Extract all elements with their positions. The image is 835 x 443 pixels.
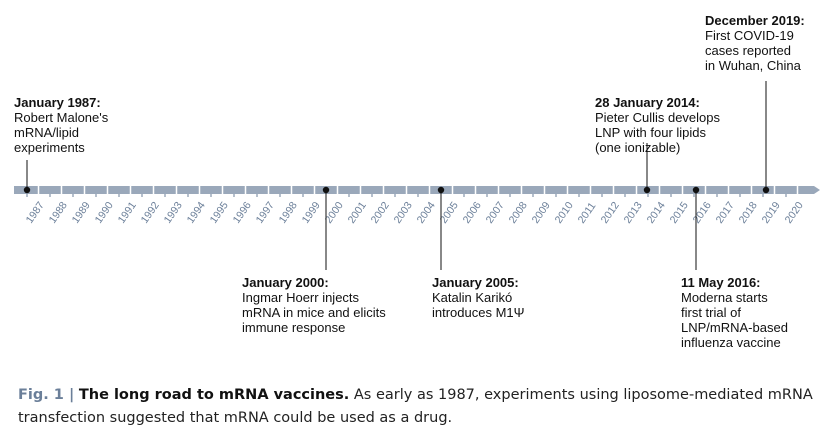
year-label: 1991 xyxy=(116,200,139,226)
event-date: 28 January 2014: xyxy=(595,95,720,110)
event-description-line: immune response xyxy=(242,320,386,335)
event-description-line: experiments xyxy=(14,140,108,155)
event-moderna: 11 May 2016: Moderna starts first trial … xyxy=(681,275,788,350)
event-date: January 2005: xyxy=(432,275,525,290)
event-description-line: Ingmar Hoerr injects xyxy=(242,290,386,305)
event-description-line: Pieter Cullis develops xyxy=(595,110,720,125)
figure-caption: Fig. 1 | The long road to mRNA vaccines.… xyxy=(18,384,818,430)
year-label: 1987 xyxy=(24,200,47,226)
year-label: 2016 xyxy=(691,200,714,226)
year-label: 2001 xyxy=(346,200,369,226)
figure-title: The long road to mRNA vaccines. xyxy=(79,387,349,403)
year-label: 2006 xyxy=(461,200,484,226)
event-description-line: introduces M1Ψ xyxy=(432,305,525,320)
event-description-line: LNP/mRNA-based xyxy=(681,320,788,335)
event-marker xyxy=(644,187,650,193)
event-marker xyxy=(24,187,30,193)
event-date: 11 May 2016: xyxy=(681,275,788,290)
year-label: 2007 xyxy=(484,200,507,226)
year-label: 1998 xyxy=(277,200,300,226)
event-covid: December 2019: First COVID-19 cases repo… xyxy=(705,13,805,73)
event-cullis: 28 January 2014: Pieter Cullis develops … xyxy=(595,95,720,155)
year-label: 2008 xyxy=(507,200,530,226)
year-label: 2003 xyxy=(392,200,415,226)
year-label: 1994 xyxy=(185,200,208,226)
event-description-line: First COVID-19 xyxy=(705,28,805,43)
year-label: 2014 xyxy=(645,200,668,226)
event-description-line: (one ionizable) xyxy=(595,140,720,155)
event-marker xyxy=(763,187,769,193)
event-description-line: mRNA in mice and elicits xyxy=(242,305,386,320)
event-description-line: Katalin Karikó xyxy=(432,290,525,305)
event-date: December 2019: xyxy=(705,13,805,28)
event-marker xyxy=(323,187,329,193)
year-label: 1992 xyxy=(139,200,162,226)
year-label: 1999 xyxy=(300,200,323,226)
year-label: 2012 xyxy=(599,200,622,226)
event-date: January 1987: xyxy=(14,95,108,110)
year-label: 1988 xyxy=(47,200,70,226)
event-description-line: Robert Malone's xyxy=(14,110,108,125)
year-label: 2020 xyxy=(783,200,806,226)
event-description-line: mRNA/lipid xyxy=(14,125,108,140)
year-label: 2004 xyxy=(415,200,438,226)
year-label: 2009 xyxy=(530,200,553,226)
event-description-line: cases reported xyxy=(705,43,805,58)
year-label: 2017 xyxy=(714,200,737,226)
event-hoerr: January 2000: Ingmar Hoerr injects mRNA … xyxy=(242,275,386,335)
year-label: 1990 xyxy=(93,200,116,226)
event-description-line: influenza vaccine xyxy=(681,335,788,350)
year-label: 1989 xyxy=(70,200,93,226)
event-malone: January 1987: Robert Malone's mRNA/lipid… xyxy=(14,95,108,155)
year-label: 1996 xyxy=(231,200,254,226)
year-label: 2002 xyxy=(369,200,392,226)
event-kariko: January 2005: Katalin Karikó introduces … xyxy=(432,275,525,320)
year-label: 2010 xyxy=(553,200,576,226)
event-marker xyxy=(693,187,699,193)
event-date: January 2000: xyxy=(242,275,386,290)
event-marker xyxy=(438,187,444,193)
event-description-line: first trial of xyxy=(681,305,788,320)
year-label: 2011 xyxy=(576,200,599,226)
figure-label: Fig. 1 | xyxy=(18,387,74,403)
year-label: 2015 xyxy=(668,200,691,226)
event-description-line: in Wuhan, China xyxy=(705,58,805,73)
event-description-line: LNP with four lipids xyxy=(595,125,720,140)
year-label: 1993 xyxy=(162,200,185,226)
year-label: 2019 xyxy=(760,200,783,226)
year-label: 1995 xyxy=(208,200,231,226)
year-label: 2018 xyxy=(737,200,760,226)
year-label: 1997 xyxy=(254,200,277,226)
event-description-line: Moderna starts xyxy=(681,290,788,305)
year-label: 2013 xyxy=(622,200,645,226)
